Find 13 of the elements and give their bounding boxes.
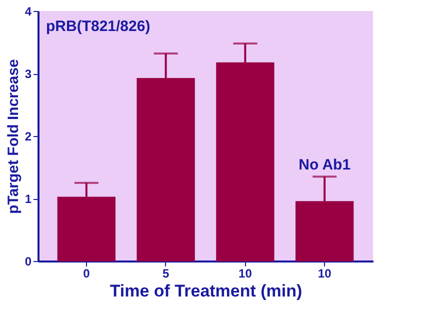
y-tick-label: 1 bbox=[24, 192, 32, 206]
annotation: No Ab1 bbox=[298, 156, 351, 174]
y-tick-label: 2 bbox=[24, 130, 32, 144]
x-tick-label: 5 bbox=[162, 266, 170, 280]
y-axis-title: pTarget Fold Increase bbox=[4, 59, 22, 214]
x-tick-label: 10 bbox=[238, 266, 252, 280]
annotation: pRB(T821/826) bbox=[46, 18, 150, 35]
y-tick-label: 3 bbox=[24, 67, 32, 81]
y-tick-label: 0 bbox=[24, 254, 32, 268]
x-tick-label: 0 bbox=[83, 266, 90, 280]
x-axis-title: Time of Treatment (min) bbox=[110, 282, 302, 300]
y-tick-label: 4 bbox=[24, 4, 32, 18]
x-tick-label: 10 bbox=[318, 266, 332, 280]
